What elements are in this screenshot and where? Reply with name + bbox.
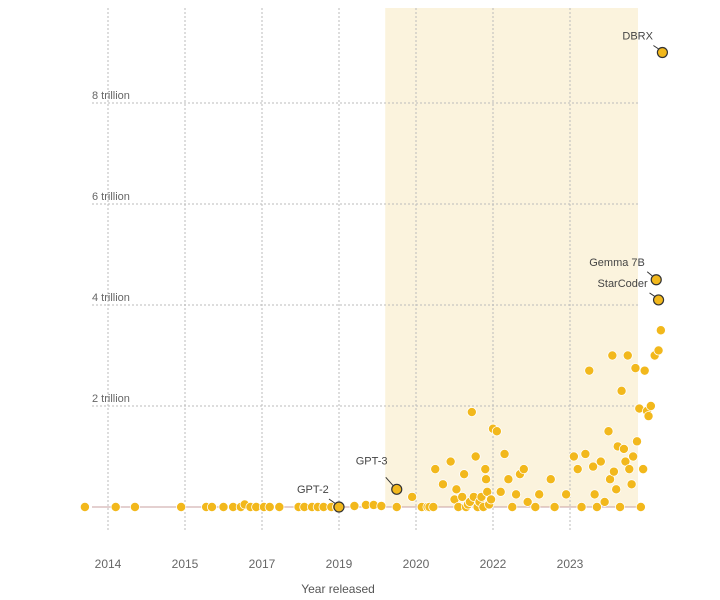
- data-point: [580, 448, 591, 459]
- data-point: [645, 400, 656, 411]
- vertical-gridlines: [107, 8, 571, 530]
- horizontal-gridlines: [92, 102, 638, 407]
- highlighted-point: [650, 274, 662, 286]
- data-point: [638, 464, 649, 475]
- data-point: [470, 451, 481, 462]
- data-point: [129, 501, 140, 512]
- data-point: [603, 426, 614, 437]
- highlighted-point: [391, 483, 403, 495]
- data-point: [437, 479, 448, 490]
- data-point: [428, 501, 439, 512]
- data-point: [491, 426, 502, 437]
- data-point: [622, 350, 633, 361]
- highlighted-point: [333, 501, 345, 513]
- y-tick-label: 2 trillion: [92, 393, 130, 405]
- x-tick-labels: 2014 2015 2017 2019 2020 2022 2023: [95, 557, 584, 571]
- annotation-leader: [328, 498, 337, 505]
- y-tick-labels: 2 trillion 4 trillion 6 trillion 8 trillion: [92, 90, 130, 405]
- data-point: [451, 484, 462, 495]
- highlighted-point: [656, 46, 669, 59]
- x-tick-label: 2017: [249, 557, 276, 571]
- data-point: [349, 500, 360, 511]
- data-point: [499, 448, 510, 459]
- annotation-label: StarCoder: [598, 278, 648, 290]
- data-point: [391, 501, 402, 512]
- annotations: GPT-2 GPT-3 StarCoder Gemma 7B DBRX: [297, 31, 669, 513]
- data-point: [595, 456, 606, 467]
- data-point: [588, 461, 599, 472]
- data-point: [611, 484, 622, 495]
- data-point: [518, 464, 529, 475]
- x-tick-label: 2020: [403, 557, 430, 571]
- y-tick-label: 6 trillion: [92, 191, 130, 203]
- data-point: [616, 385, 627, 396]
- data-point: [511, 489, 522, 500]
- data-point: [264, 501, 275, 512]
- data-point: [110, 501, 121, 512]
- data-point: [653, 345, 664, 356]
- data-point: [481, 474, 492, 485]
- data-point: [79, 501, 90, 512]
- x-axis-label: Year released: [301, 582, 375, 596]
- annotation-label: GPT-2: [297, 484, 329, 496]
- data-point: [534, 489, 545, 500]
- data-point: [643, 411, 654, 422]
- data-point: [568, 451, 579, 462]
- data-point: [584, 365, 595, 376]
- data-point: [457, 491, 468, 502]
- data-point: [430, 464, 441, 475]
- data-point: [206, 501, 217, 512]
- highlight-band: [385, 8, 638, 507]
- data-point: [576, 501, 587, 512]
- data-point: [591, 501, 602, 512]
- data-point: [407, 491, 418, 502]
- data-point: [218, 501, 229, 512]
- annotation-label: Gemma 7B: [589, 257, 645, 269]
- data-point: [495, 486, 506, 497]
- data-point: [618, 443, 629, 454]
- data-point: [274, 501, 285, 512]
- data-point: [459, 469, 470, 480]
- data-point: [480, 464, 491, 475]
- x-tick-label: 2023: [557, 557, 584, 571]
- data-point: [572, 464, 583, 475]
- highlighted-point: [652, 294, 665, 306]
- data-point: [607, 350, 618, 361]
- data-point: [549, 501, 560, 512]
- annotation-leader: [385, 476, 395, 487]
- annotation-label: GPT-3: [356, 455, 388, 467]
- data-point: [631, 436, 642, 447]
- data-point: [376, 500, 387, 511]
- data-point: [608, 466, 619, 477]
- data-point: [655, 325, 666, 336]
- y-tick-label: 4 trillion: [92, 292, 130, 304]
- data-point: [522, 496, 533, 507]
- data-point: [599, 496, 610, 507]
- data-point: [503, 474, 514, 485]
- data-point: [445, 456, 456, 467]
- data-point: [530, 501, 541, 512]
- data-point: [639, 365, 650, 376]
- data-point: [635, 501, 646, 512]
- x-tick-label: 2022: [480, 557, 507, 571]
- data-point: [628, 451, 639, 462]
- x-tick-label: 2015: [172, 557, 199, 571]
- x-tick-label: 2019: [326, 557, 353, 571]
- data-point: [624, 464, 635, 475]
- data-point: [466, 407, 477, 418]
- x-tick-label: 2014: [95, 557, 122, 571]
- data-point: [615, 501, 626, 512]
- data-point: [561, 489, 572, 500]
- data-point: [176, 501, 187, 512]
- y-tick-label: 8 trillion: [92, 90, 130, 102]
- data-point: [545, 474, 556, 485]
- data-points: [79, 325, 666, 512]
- data-point: [630, 363, 641, 374]
- data-point: [507, 501, 518, 512]
- data-point: [626, 479, 637, 490]
- data-point: [589, 489, 600, 500]
- annotation-label: DBRX: [622, 31, 653, 43]
- data-point: [486, 494, 497, 505]
